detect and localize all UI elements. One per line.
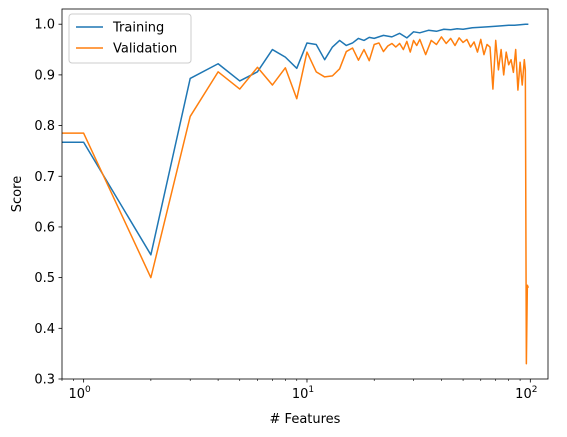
legend-label-validation: Validation — [113, 42, 177, 57]
y-axis-ticks: 0.3 0.4 0.5 0.6 0.7 0.8 0.9 1.0 — [34, 18, 62, 388]
x-tick-label: 100 — [69, 385, 92, 402]
series-line-training — [62, 23, 529, 256]
y-tick-label: 0.5 — [34, 271, 55, 286]
y-tick-label: 0.7 — [34, 170, 55, 185]
y-tick-label: 0.4 — [34, 322, 55, 337]
legend: Training Validation — [68, 13, 192, 64]
y-axis-label: Score — [10, 176, 25, 212]
x-axis-label: # Features — [270, 412, 341, 427]
legend-label-training: Training — [112, 21, 164, 36]
plot-lines — [62, 23, 530, 365]
y-tick-label: 0.3 — [34, 373, 55, 388]
axes-frame — [61, 8, 549, 380]
y-tick-label: 0.6 — [34, 220, 55, 235]
y-tick-label: 1.0 — [34, 18, 55, 33]
y-tick-label: 0.8 — [34, 119, 55, 134]
x-tick-label: 102 — [515, 385, 537, 402]
y-tick-label: 0.9 — [34, 68, 55, 83]
x-tick-label: 101 — [292, 385, 314, 402]
series-line-validation — [62, 36, 530, 365]
